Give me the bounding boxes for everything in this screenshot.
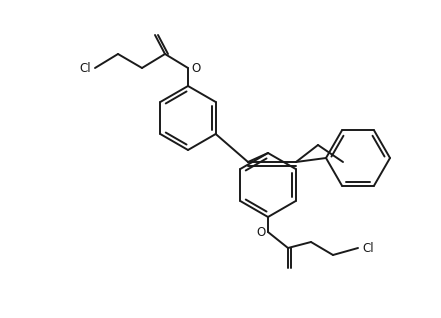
Text: Cl: Cl [362,241,374,254]
Text: Cl: Cl [79,61,91,74]
Text: O: O [191,61,201,74]
Text: O: O [256,225,265,238]
